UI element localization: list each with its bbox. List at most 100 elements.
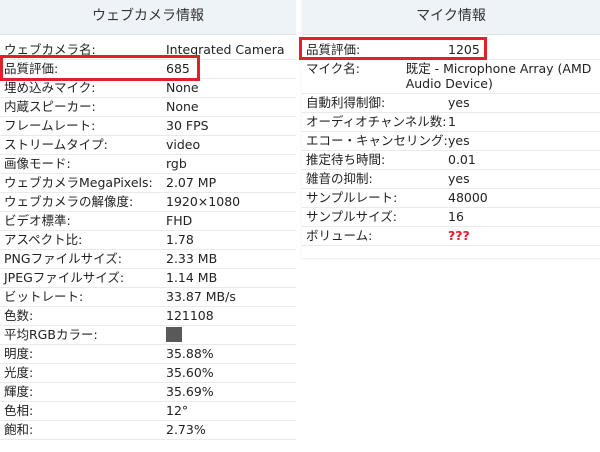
row-label: 埋め込みマイク:: [4, 80, 96, 95]
embedded-mic-row: 埋め込みマイク: None: [0, 79, 296, 98]
brightness-row: 明度: 35.88%: [0, 345, 296, 364]
row-label: 明度:: [4, 346, 34, 361]
megapixels-row: ウェブカメラMegaPixels: 2.07 MP: [0, 174, 296, 193]
latency-row: 推定待ち時間: 0.01: [302, 151, 600, 170]
row-value: 12°: [166, 403, 189, 418]
sample-size-row: サンプルサイズ: 16: [302, 208, 600, 227]
row-label: 推定待ち時間:: [306, 152, 386, 167]
row-label: ウェブカメラMegaPixels:: [4, 175, 153, 190]
row-label: JPEGファイルサイズ:: [4, 270, 125, 285]
webcam-panel-title: ウェブカメラ情報: [0, 0, 296, 35]
row-value: 35.88%: [166, 346, 214, 361]
row-label: オーディオチャンネル数:: [306, 114, 447, 129]
row-label: ボリューム:: [306, 228, 373, 243]
row-label: フレームレート:: [4, 118, 96, 133]
hue-row: 色相: 12°: [0, 402, 296, 421]
mic-info-list: 品質評価: 1205 マイク名: 既定 - Microphone Array (AM…: [302, 41, 600, 246]
row-value: 既定 - Microphone Array (AMD Audio Device): [405, 61, 592, 91]
row-label: 色数:: [4, 308, 34, 323]
row-label: 内蔵スピーカー:: [4, 99, 96, 114]
sample-rate-row: サンプルレート: 48000: [302, 189, 600, 208]
row-value: 1.14 MB: [166, 270, 218, 285]
webcam-name-row: ウェブカメラ名: Integrated Camera: [0, 41, 296, 60]
row-label: ウェブカメラの解像度:: [4, 194, 134, 209]
color-count-row: 色数: 121108: [0, 307, 296, 326]
average-rgb-row: 平均RGBカラー:: [0, 326, 296, 345]
row-label: ウェブカメラ名:: [4, 42, 96, 57]
webcam-info-list: ウェブカメラ名: Integrated Camera 品質評価: 685 埋め込みマ…: [0, 41, 296, 440]
row-value: 0.01: [448, 152, 476, 167]
aspect-ratio-row: アスペクト比: 1.78: [0, 231, 296, 250]
row-value: 2.33 MB: [166, 251, 218, 266]
row-value: None: [166, 99, 199, 114]
row-value: FHD: [166, 213, 193, 228]
row-value: 16: [448, 209, 464, 224]
row-value: 35.60%: [166, 365, 214, 380]
stream-type-row: ストリームタイプ: video: [0, 136, 296, 155]
video-standard-row: ビデオ標準: FHD: [0, 212, 296, 231]
row-label: ビットレート:: [4, 289, 84, 304]
row-label: サンプルレート:: [306, 190, 398, 205]
echo-cancel-row: エコー・キャンセリング: yes: [302, 132, 600, 151]
row-value: 30 FPS: [166, 118, 209, 133]
row-value: 2.73%: [166, 422, 206, 437]
row-value: yes: [448, 95, 470, 110]
luminance-row: 輝度: 35.69%: [0, 383, 296, 402]
row-value: Integrated Camera: [166, 42, 285, 57]
bitrate-row: ビットレート: 33.87 MB/s: [0, 288, 296, 307]
row-value: 1205: [448, 42, 480, 57]
row-value: 33.87 MB/s: [166, 289, 236, 304]
row-value: 1: [448, 114, 456, 129]
row-label: 光度:: [4, 365, 34, 380]
row-label: 色相:: [4, 403, 34, 418]
png-size-row: PNGファイルサイズ: 2.33 MB: [0, 250, 296, 269]
noise-suppression-row: 雑音の抑制: yes: [302, 170, 600, 189]
built-in-speaker-row: 内蔵スピーカー: None: [0, 98, 296, 117]
row-value: 121108: [166, 308, 214, 323]
row-value: ???: [448, 228, 470, 243]
row-label: 飽和:: [4, 422, 34, 437]
mic-panel-title: マイク情報: [302, 0, 600, 35]
mic-name-row: マイク名: 既定 - Microphone Array (AMD Audio De…: [302, 60, 600, 94]
row-value: [166, 326, 182, 347]
average-color-swatch: [166, 327, 182, 342]
row-value: video: [166, 137, 201, 152]
row-value: 48000: [448, 190, 488, 205]
mic-info-panel: マイク情報 品質評価: 1205 マイク名: 既定 - Microphone Arr…: [302, 0, 600, 258]
row-value: 1920×1080: [166, 194, 241, 209]
row-value: rgb: [166, 156, 187, 171]
row-value: 685: [166, 61, 190, 76]
row-value: None: [166, 80, 199, 95]
webcam-info-panel: ウェブカメラ情報 ウェブカメラ名: Integrated Camera 品質評価:…: [0, 0, 296, 452]
row-value: yes: [448, 171, 470, 186]
channel-count-row: オーディオチャンネル数: 1: [302, 113, 600, 132]
row-label: ストリームタイプ:: [4, 137, 108, 152]
saturation-row: 飽和: 2.73%: [0, 421, 296, 440]
lightness-row: 光度: 35.60%: [0, 364, 296, 383]
frame-rate-row: フレームレート: 30 FPS: [0, 117, 296, 136]
row-label: エコー・キャンセリング:: [306, 133, 448, 148]
mic-quality-row: 品質評価: 1205: [302, 41, 600, 60]
row-label: 平均RGBカラー:: [4, 327, 98, 342]
row-label: 画像モード:: [4, 156, 71, 171]
volume-row: ボリューム:???: [302, 227, 600, 246]
resolution-row: ウェブカメラの解像度: 1920×1080: [0, 193, 296, 212]
row-label: 自動利得制御:: [306, 95, 386, 110]
row-value: 1.78: [166, 232, 194, 247]
row-label: 雑音の抑制:: [306, 171, 373, 186]
row-label: ビデオ標準:: [4, 213, 71, 228]
row-label: アスペクト比:: [4, 232, 83, 247]
row-label: サンプルサイズ:: [306, 209, 397, 224]
row-label: 品質評価:: [306, 42, 361, 57]
webcam-quality-row: 品質評価: 685: [0, 60, 296, 79]
image-mode-row: 画像モード: rgb: [0, 155, 296, 174]
row-label: 品質評価:: [4, 61, 59, 76]
row-label: 輝度:: [4, 384, 34, 399]
row-label: PNGファイルサイズ:: [4, 251, 122, 266]
row-value: 2.07 MP: [166, 175, 217, 190]
row-value: yes: [448, 133, 470, 148]
jpeg-size-row: JPEGファイルサイズ: 1.14 MB: [0, 269, 296, 288]
row-label: マイク名:: [306, 61, 360, 76]
auto-gain-row: 自動利得制御: yes: [302, 94, 600, 113]
row-value: 35.69%: [166, 384, 214, 399]
